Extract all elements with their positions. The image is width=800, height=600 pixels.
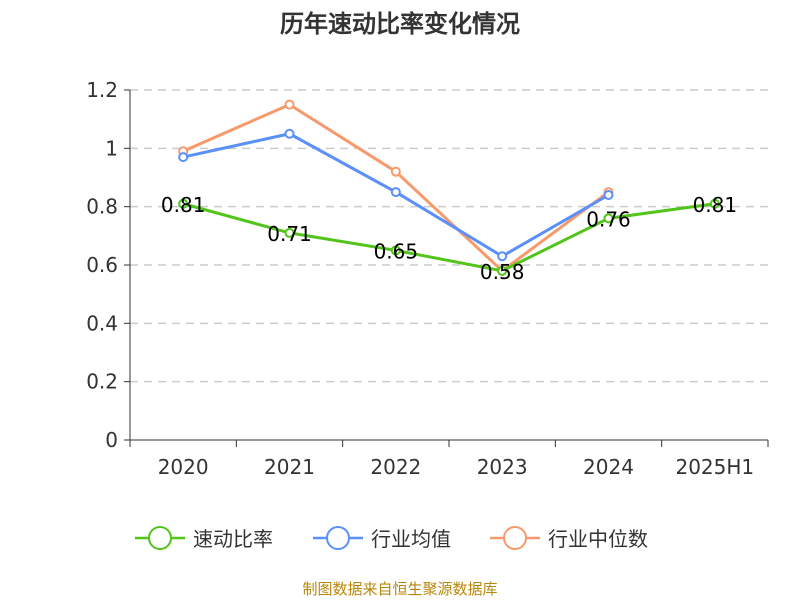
data-point[interactable] <box>709 198 720 209</box>
data-point[interactable] <box>390 166 401 177</box>
chart-title: 历年速动比率变化情况 <box>280 10 520 38</box>
legend-label: 速动比率 <box>193 527 273 551</box>
legend-marker <box>503 526 527 550</box>
legend-label: 行业中位数 <box>548 527 648 551</box>
y-tick-label: 0.8 <box>86 195 118 219</box>
x-tick-label: 2020 <box>158 455 209 479</box>
data-point[interactable] <box>497 251 508 262</box>
x-tick-label: 2023 <box>477 455 528 479</box>
legend-label: 行业均值 <box>371 527 451 551</box>
source-note: 制图数据来自恒生聚源数据库 <box>302 580 497 598</box>
series-line-0 <box>182 202 716 273</box>
x-tick-label: 2024 <box>583 455 634 479</box>
data-label: 0.65 <box>374 239 419 263</box>
data-label: 0.71 <box>267 222 312 246</box>
y-tick-label: 0.4 <box>86 311 118 335</box>
data-point[interactable] <box>390 187 401 198</box>
data-label: 0.58 <box>480 260 525 284</box>
legend-item-0[interactable]: 速动比率 <box>135 526 273 551</box>
legend-item-2[interactable]: 行业中位数 <box>490 526 648 551</box>
legend-marker <box>326 526 350 550</box>
x-tick-label: 2022 <box>370 455 421 479</box>
data-point[interactable] <box>178 198 189 209</box>
data-point[interactable] <box>284 99 295 110</box>
data-point[interactable] <box>178 152 189 163</box>
legend[interactable]: 速动比率 行业均值 行业中位数 <box>135 526 648 551</box>
y-tick-label: 1 <box>105 136 118 160</box>
data-label: 0.81 <box>693 193 738 217</box>
data-point[interactable] <box>603 190 614 200</box>
data-labels: 0.81 0.71 0.65 0.58 0.76 0.81 <box>161 193 737 284</box>
data-point[interactable] <box>603 213 614 224</box>
data-label: 0.76 <box>586 207 631 231</box>
y-tick-label: 0.2 <box>86 370 118 394</box>
legend-item-1[interactable]: 行业均值 <box>313 526 451 551</box>
y-tick-label: 0 <box>105 428 118 452</box>
data-point[interactable] <box>497 265 508 276</box>
y-tick-label: 1.2 <box>86 78 118 102</box>
x-tick-label: 2021 <box>264 455 315 479</box>
data-point[interactable] <box>284 128 295 139</box>
data-point[interactable] <box>390 245 401 256</box>
data-point[interactable] <box>284 227 295 238</box>
legend-marker <box>148 526 172 550</box>
data-label: 0.81 <box>161 193 206 217</box>
y-tick-label: 0.6 <box>86 253 118 277</box>
x-tick-label: 2025H1 <box>675 455 754 479</box>
series-group <box>178 99 720 276</box>
